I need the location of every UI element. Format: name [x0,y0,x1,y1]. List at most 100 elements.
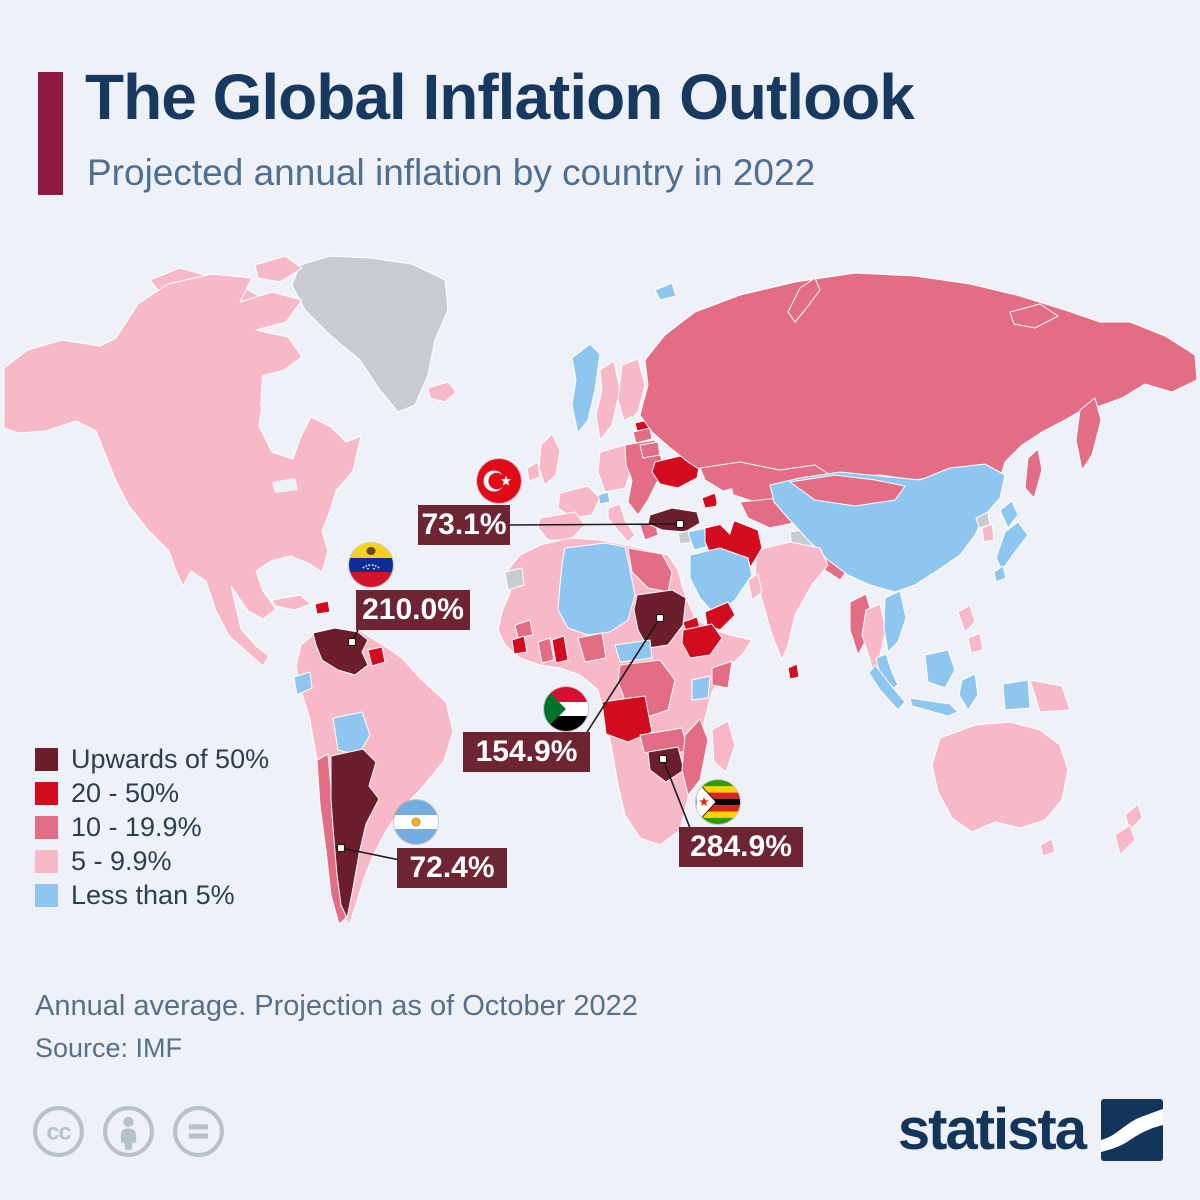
region-greenland [291,255,449,413]
legend-item: Less than 5% [35,878,269,912]
legend-swatch-lt5 [35,883,58,907]
region-russia-arctic [1009,303,1059,329]
region-ghana [551,635,569,664]
caspian-sea [716,488,738,535]
footnote: Annual average. Projection as of October… [35,990,638,1022]
argentina-flag-icon [394,800,438,844]
page-title: The Global Inflation Outlook [85,61,915,133]
turkey-callout-value: 73.1% [418,505,510,545]
sudan-callout-value: 154.9% [463,732,590,772]
region-france [557,485,601,519]
region-kenya [711,660,733,689]
region-japan [993,565,1007,583]
legend-label: 5 - 9.9% [71,845,172,876]
zimbabwe-marker-dot [658,754,668,764]
region-tasmania [1039,838,1056,857]
sudan-marker-dot [655,613,665,623]
region-new-zealand [1114,824,1136,856]
region-baltics [632,427,653,444]
venezuela-marker-dot [347,637,357,647]
cc-equals-icon [173,1106,224,1157]
legend-label: 20 - 50% [71,777,180,808]
region-ireland [526,461,541,482]
hudson-bay [260,368,300,435]
legend: Upwards of 50% 20 - 50% 10 - 19.9% 5 - 9… [35,742,269,912]
region-new-zealand [1124,803,1143,831]
black-sea [655,486,702,506]
legend-item: Upwards of 50% [35,742,269,776]
argentina-callout-line [340,847,401,861]
region-western-sahara [504,567,525,591]
region-mongolia [789,474,906,507]
region-japan [995,521,1029,571]
region-philippines [967,632,984,654]
region-italy [607,503,636,543]
page-subtitle: Projected annual inflation by country in… [87,152,816,193]
region-guyana-suriname [367,646,386,667]
license-icons: cc [30,1103,227,1160]
sudan-flag-icon [544,687,588,731]
region-hispaniola [314,600,331,615]
legend-swatch-10-20 [35,815,58,839]
region-argentina [330,748,380,919]
region-oman [747,573,763,601]
region-new-guinea-west [1002,679,1031,711]
region-guinea [514,619,534,639]
region-borneo [924,649,956,689]
zimbabwe-callout-value: 284.9% [679,827,803,867]
region-iceland [427,381,457,403]
region-india [754,541,829,661]
source-line: Source: IMF [35,1033,183,1063]
region-yemen [704,601,736,631]
legend-item: 20 - 50% [35,776,269,810]
region-sweden [595,360,621,441]
region-north-america [3,273,362,667]
region-philippines [957,604,976,633]
region-uganda-lake-victoria [691,675,711,701]
venezuela-flag-icon [349,543,393,587]
region-saudi-arabia [689,547,753,616]
world-map [3,255,1198,926]
region-canada-arctic [254,255,303,283]
region-sulawesi [958,673,979,711]
region-iberia [537,511,586,541]
region-norway [571,343,601,434]
region-belarus [639,441,661,459]
region-novaya-zemlya [787,277,821,323]
region-south-korea [981,523,995,543]
legend-swatch-20-50 [35,781,58,805]
region-java [909,697,959,717]
region-finland [617,358,646,426]
region-kamchatka [1075,397,1102,471]
baltic-sea [615,415,632,445]
region-sri-lanka [787,663,800,680]
region-libya-sahel [557,542,636,636]
argentina-callout-value: 72.4% [397,848,507,888]
turkey-callout-line [509,523,681,526]
sudan-callout-line [581,617,661,741]
venezuela-callout-value: 210.0% [356,590,470,630]
zimbabwe-flag-icon [696,780,740,824]
great-lakes [272,478,298,493]
region-new-guinea-east [1029,679,1071,713]
legend-label: Less than 5% [71,879,235,910]
legend-swatch-gt50 [35,747,58,771]
legend-swatch-5-10 [35,849,58,873]
legend-label: Upwards of 50% [71,743,270,774]
region-sakhalin [1024,448,1043,499]
statista-branding: statista [898,1096,1163,1163]
region-cuba [271,594,312,611]
region-australia [931,721,1069,833]
title-accent-bar [38,72,63,195]
region-ecuador [293,671,313,696]
region-vietnam [883,590,907,653]
legend-item: 10 - 19.9% [35,810,269,844]
region-sierra-leone [511,635,528,655]
turkey-flag-icon [477,459,521,503]
region-ivory-coast [537,637,555,664]
legend-item: 5 - 9.9% [35,844,269,878]
region-uk [538,433,561,486]
argentina-marker-dot [336,843,346,853]
region-caucasus [701,492,719,509]
region-sumatra [868,664,906,711]
